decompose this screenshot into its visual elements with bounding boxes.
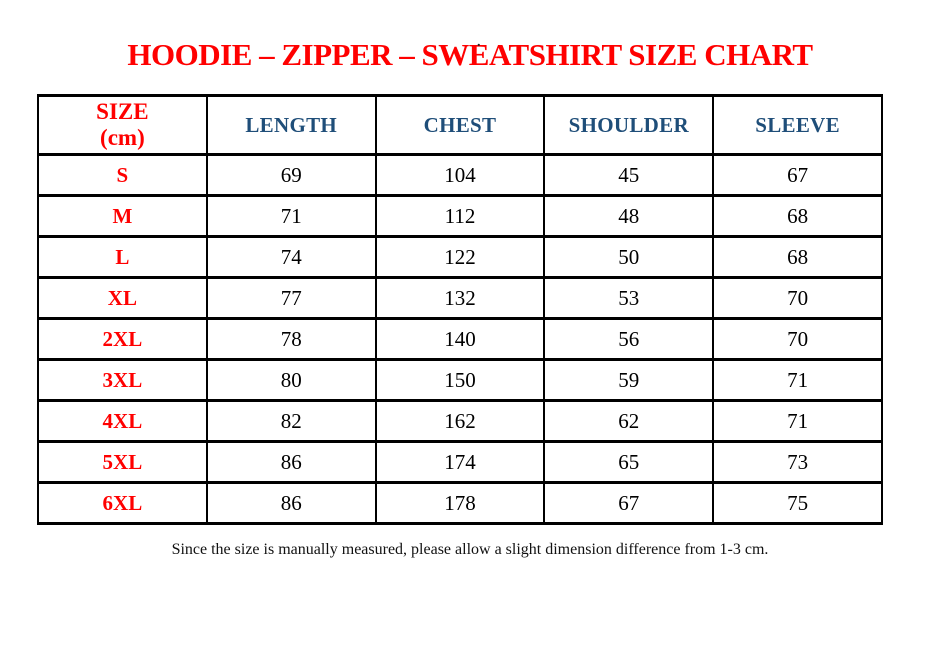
length-value: 80 xyxy=(205,358,377,402)
size-label: S xyxy=(37,153,208,197)
shoulder-value: 59 xyxy=(543,358,715,402)
table-row: 6XL 86 178 67 75 xyxy=(37,481,883,525)
length-value: 78 xyxy=(205,317,377,361)
sleeve-value: 71 xyxy=(712,399,883,443)
shoulder-value: 56 xyxy=(543,317,715,361)
size-header-line1: SIZE xyxy=(96,99,149,124)
sleeve-value: 68 xyxy=(712,194,883,238)
length-value: 74 xyxy=(205,235,377,279)
shoulder-value: 48 xyxy=(543,194,715,238)
chest-value: 140 xyxy=(374,317,546,361)
chest-value: 112 xyxy=(374,194,546,238)
chest-value: 132 xyxy=(374,276,546,320)
chest-value: 150 xyxy=(374,358,546,402)
sleeve-value: 73 xyxy=(712,440,883,484)
sleeve-value: 71 xyxy=(712,358,883,402)
length-value: 77 xyxy=(205,276,377,320)
sleeve-value: 75 xyxy=(712,481,883,525)
table-row: XL 77 132 53 70 xyxy=(37,276,883,320)
length-value: 86 xyxy=(205,481,377,525)
table-row: S 69 104 45 67 xyxy=(37,153,883,197)
size-label: 3XL xyxy=(37,358,208,402)
shoulder-value: 45 xyxy=(543,153,715,197)
table-row: 2XL 78 140 56 70 xyxy=(37,317,883,361)
shoulder-value: 50 xyxy=(543,235,715,279)
page-title: HOODIE – ZIPPER – SWEATSHIRT SIZE CHART xyxy=(127,37,813,72)
size-chart-table: SIZE (cm) LENGTH CHEST SHOULDER SLEEVE S… xyxy=(37,94,883,525)
size-label: 5XL xyxy=(37,440,208,484)
length-value: 86 xyxy=(205,440,377,484)
size-label: 6XL xyxy=(37,481,208,525)
column-header-size: SIZE (cm) xyxy=(37,94,208,156)
column-header-sleeve: SLEEVE xyxy=(712,94,883,156)
footer-note: Since the size is manually measured, ple… xyxy=(171,541,769,558)
table-row: 3XL 80 150 59 71 xyxy=(37,358,883,402)
length-value: 69 xyxy=(205,153,377,197)
length-value: 71 xyxy=(205,194,377,238)
sleeve-value: 68 xyxy=(712,235,883,279)
shoulder-value: 53 xyxy=(543,276,715,320)
column-header-chest: CHEST xyxy=(374,94,546,156)
sleeve-value: 70 xyxy=(712,276,883,320)
shoulder-value: 62 xyxy=(543,399,715,443)
header-row: SIZE (cm) LENGTH CHEST SHOULDER SLEEVE xyxy=(37,94,883,156)
size-label: M xyxy=(37,194,208,238)
column-header-length: LENGTH xyxy=(205,94,377,156)
size-label: L xyxy=(37,235,208,279)
table-row: L 74 122 50 68 xyxy=(37,235,883,279)
sleeve-value: 67 xyxy=(712,153,883,197)
chest-value: 174 xyxy=(374,440,546,484)
shoulder-value: 65 xyxy=(543,440,715,484)
table-row: 4XL 82 162 62 71 xyxy=(37,399,883,443)
table-row: 5XL 86 174 65 73 xyxy=(37,440,883,484)
size-label: 2XL xyxy=(37,317,208,361)
size-label: XL xyxy=(37,276,208,320)
length-value: 82 xyxy=(205,399,377,443)
chest-value: 178 xyxy=(374,481,546,525)
stray-mark: . xyxy=(477,35,481,50)
chest-value: 162 xyxy=(374,399,546,443)
size-label: 4XL xyxy=(37,399,208,443)
chest-value: 122 xyxy=(374,235,546,279)
chest-value: 104 xyxy=(374,153,546,197)
column-header-shoulder: SHOULDER xyxy=(543,94,715,156)
table-row: M 71 112 48 68 xyxy=(37,194,883,238)
size-header-line2: (cm) xyxy=(100,125,145,150)
sleeve-value: 70 xyxy=(712,317,883,361)
shoulder-value: 67 xyxy=(543,481,715,525)
